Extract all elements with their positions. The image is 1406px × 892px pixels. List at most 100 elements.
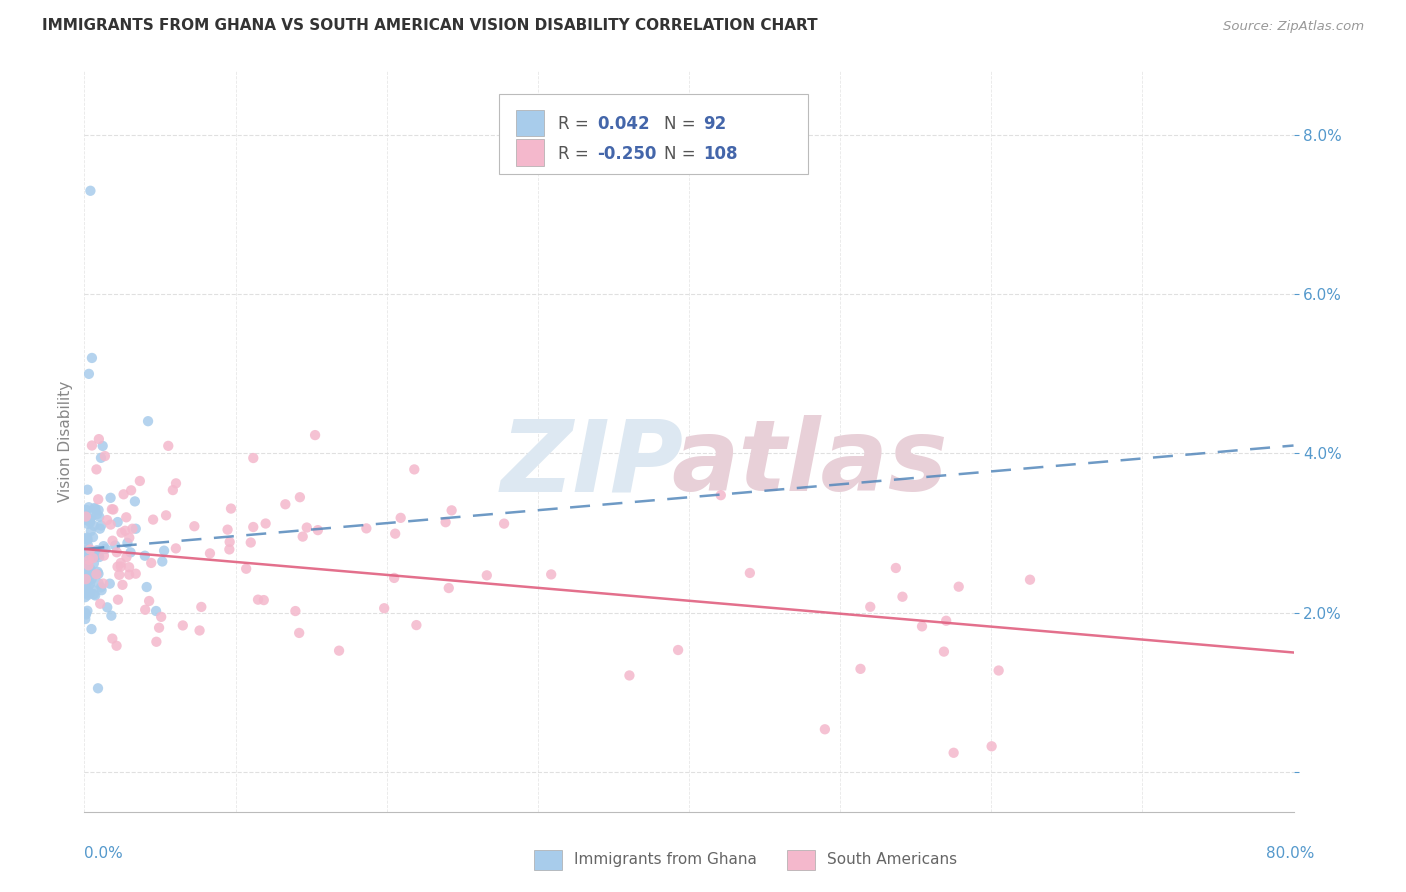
Point — [987, 664, 1010, 678]
Point — [79, 562, 101, 576]
Point — [105, 545, 128, 559]
Point — [242, 450, 264, 465]
Point — [619, 668, 641, 682]
Text: Immigrants from Ghana: Immigrants from Ghana — [574, 853, 756, 867]
Point — [382, 571, 405, 585]
Point — [84, 549, 107, 564]
Point — [87, 547, 110, 561]
Point — [404, 462, 426, 476]
Text: Source: ZipAtlas.com: Source: ZipAtlas.com — [1223, 21, 1364, 33]
Point — [218, 542, 240, 557]
Point — [475, 568, 498, 582]
Point — [111, 578, 134, 592]
Point — [295, 520, 318, 534]
Point — [710, 488, 733, 502]
Point — [87, 681, 110, 696]
Point — [87, 492, 110, 507]
Point — [105, 639, 128, 653]
Point — [76, 554, 98, 568]
Point — [79, 546, 101, 560]
Point — [87, 432, 110, 446]
Point — [79, 586, 101, 600]
Point — [304, 428, 326, 442]
Point — [80, 524, 103, 538]
Point — [128, 474, 150, 488]
Point — [1019, 573, 1042, 587]
Point — [103, 502, 125, 516]
Point — [75, 606, 97, 620]
Text: 80.0%: 80.0% — [1267, 847, 1315, 861]
Point — [76, 604, 98, 618]
Point — [494, 516, 516, 531]
Point — [150, 610, 173, 624]
Point — [77, 558, 100, 573]
Point — [76, 516, 98, 531]
Point — [75, 532, 97, 546]
Point — [288, 490, 311, 504]
Point — [125, 522, 148, 536]
Point — [235, 562, 257, 576]
Point — [247, 592, 270, 607]
Point — [75, 559, 97, 574]
Point — [107, 515, 129, 529]
Point — [77, 511, 100, 525]
Text: R =: R = — [558, 115, 595, 134]
Point — [101, 502, 124, 516]
Point — [935, 614, 957, 628]
Text: N =: N = — [664, 115, 700, 134]
Point — [77, 566, 100, 580]
Point — [96, 513, 118, 527]
Point — [148, 621, 170, 635]
Point — [136, 414, 159, 428]
Point — [82, 530, 104, 544]
Text: N =: N = — [664, 145, 700, 163]
Point — [83, 566, 105, 581]
Point — [75, 582, 97, 597]
Point — [80, 351, 103, 365]
Point — [87, 566, 110, 581]
Point — [90, 518, 112, 533]
Point — [405, 618, 427, 632]
Point — [75, 508, 97, 522]
Point — [77, 542, 100, 557]
Point — [437, 581, 460, 595]
Point — [76, 531, 98, 545]
Point — [83, 557, 105, 571]
Point — [75, 513, 97, 527]
Point — [254, 516, 277, 531]
Point — [100, 517, 122, 532]
Point — [118, 560, 141, 574]
Point — [75, 590, 97, 604]
Text: 0.042: 0.042 — [598, 115, 650, 134]
Point — [849, 662, 872, 676]
Point — [891, 590, 914, 604]
Point — [75, 612, 97, 626]
Point — [217, 523, 239, 537]
Point — [75, 607, 97, 622]
Point — [93, 549, 115, 563]
Point — [77, 567, 100, 582]
Point — [384, 526, 406, 541]
Point — [84, 589, 107, 603]
Point — [124, 494, 146, 508]
Point — [274, 497, 297, 511]
Point — [540, 567, 562, 582]
Point — [86, 543, 108, 558]
Point — [80, 438, 103, 452]
Point — [141, 556, 163, 570]
Point — [157, 439, 180, 453]
Point — [89, 522, 111, 536]
Point — [79, 513, 101, 527]
Point — [80, 509, 103, 524]
Point — [284, 604, 307, 618]
Point — [884, 561, 907, 575]
Point — [101, 632, 124, 646]
Point — [165, 476, 187, 491]
Point — [101, 533, 124, 548]
Point — [90, 450, 112, 465]
Point — [75, 576, 97, 591]
Point — [135, 580, 157, 594]
Point — [86, 507, 108, 521]
Point — [84, 502, 107, 516]
Text: -0.250: -0.250 — [598, 145, 657, 163]
